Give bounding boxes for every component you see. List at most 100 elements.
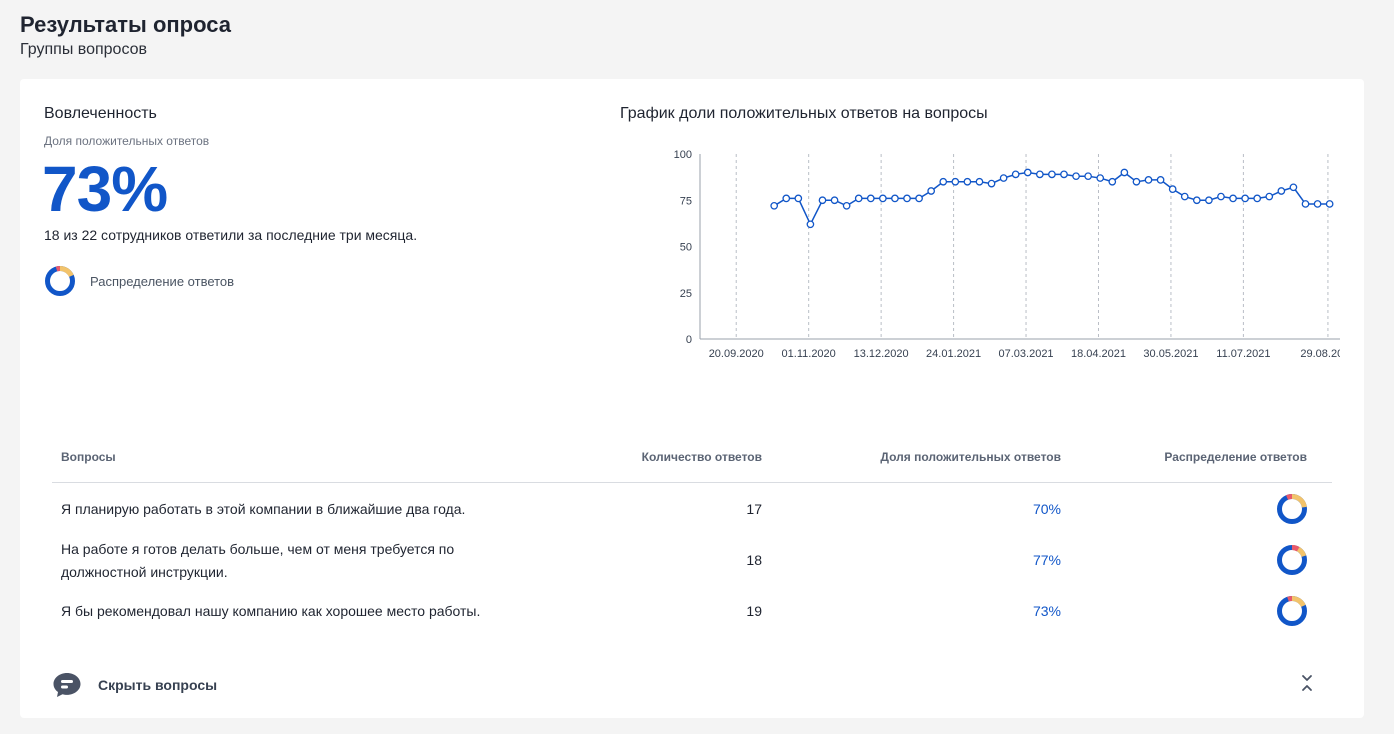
data-point bbox=[1301, 200, 1310, 208]
data-point bbox=[1229, 194, 1237, 203]
data-point bbox=[1072, 172, 1080, 181]
donut-chart-icon bbox=[45, 266, 75, 296]
answer-count: 19 bbox=[746, 603, 762, 619]
distribution-label: Распределение ответов bbox=[90, 273, 235, 289]
hide-questions-label: Скрыть вопросы bbox=[98, 677, 218, 693]
data-point bbox=[1023, 168, 1032, 177]
data-point bbox=[1313, 200, 1322, 208]
data-point bbox=[987, 179, 996, 188]
row-distribution-button[interactable] bbox=[1276, 595, 1308, 630]
engagement-note: 18 из 22 сотрудников ответили за последн… bbox=[44, 227, 418, 243]
chat-bubble-icon bbox=[53, 673, 81, 697]
data-point bbox=[975, 177, 984, 186]
data-point bbox=[830, 196, 839, 205]
data-point bbox=[915, 194, 923, 203]
data-point bbox=[1120, 168, 1129, 177]
data-point bbox=[963, 177, 972, 186]
data-point bbox=[1265, 192, 1274, 201]
data-point bbox=[1156, 176, 1165, 184]
header-positive: Доля положительных ответов bbox=[880, 450, 1061, 464]
data-point bbox=[939, 177, 948, 186]
answer-count: 18 bbox=[746, 552, 762, 568]
x-tick-label: 01.11.2020 bbox=[782, 348, 836, 360]
data-point bbox=[1277, 187, 1286, 195]
data-point bbox=[891, 194, 899, 203]
data-point bbox=[842, 201, 851, 210]
data-point bbox=[1060, 170, 1068, 179]
table-row: Я планирую работать в этой компании в бл… bbox=[52, 485, 1332, 536]
y-tick-label: 25 bbox=[680, 288, 692, 300]
table-row: На работе я готов делать больше, чем от … bbox=[52, 536, 1332, 587]
x-tick-label: 24.01.2021 bbox=[926, 348, 981, 360]
question-text: На работе я готов делать больше, чем от … bbox=[61, 541, 455, 580]
questions-table: Вопросы Количество ответов Доля положите… bbox=[52, 435, 1332, 638]
data-point bbox=[999, 174, 1008, 182]
data-point bbox=[1180, 192, 1189, 201]
positive-share-line-chart: 0 25 50 75 100 20.09.2020 01.11.2020 13.12.2020… bbox=[674, 149, 1340, 360]
data-point bbox=[1084, 172, 1092, 181]
page-subtitle: Группы вопросов bbox=[20, 41, 148, 58]
x-tick-label: 20.09.2020 bbox=[709, 348, 764, 360]
data-point bbox=[806, 220, 815, 229]
data-point bbox=[854, 194, 863, 203]
positive-share: 70% bbox=[1032, 501, 1061, 517]
x-tick-label: 11.07.2021 bbox=[1216, 348, 1270, 360]
chevrons-collapse-icon[interactable] bbox=[1300, 673, 1314, 700]
row-distribution-button[interactable] bbox=[1276, 544, 1308, 579]
engagement-value: 73% bbox=[42, 153, 168, 225]
data-point bbox=[1289, 183, 1298, 192]
data-point bbox=[1192, 196, 1201, 205]
x-tick-label: 07.03.2021 bbox=[999, 348, 1054, 360]
y-tick-label: 75 bbox=[680, 195, 692, 207]
data-point bbox=[879, 194, 887, 203]
positive-share: 77% bbox=[1032, 552, 1061, 568]
distribution-link[interactable]: Распределение ответов bbox=[44, 265, 234, 297]
data-point bbox=[866, 194, 875, 203]
data-point bbox=[1253, 194, 1262, 203]
y-tick-label: 100 bbox=[674, 149, 692, 161]
chart-title: График доли положительных ответов на воп… bbox=[620, 105, 988, 122]
donut-chart-icon bbox=[1277, 544, 1307, 575]
donut-chart-icon bbox=[1277, 493, 1307, 524]
table-header: Вопросы Количество ответов Доля положите… bbox=[52, 435, 1332, 483]
results-card: Вовлеченность Доля положительных ответов… bbox=[20, 79, 1364, 718]
table-row: Я бы рекомендовал нашу компанию как хоро… bbox=[52, 587, 1332, 638]
question-text: Я планирую работать в этой компании в бл… bbox=[61, 501, 466, 517]
data-point bbox=[1205, 196, 1213, 205]
x-tick-label: 13.12.2020 bbox=[854, 348, 909, 360]
data-point bbox=[1108, 177, 1117, 186]
data-point bbox=[782, 194, 791, 203]
data-point bbox=[951, 177, 960, 186]
table-footer: Скрыть вопросы bbox=[52, 667, 1332, 703]
data-point bbox=[1144, 176, 1153, 184]
header-count: Количество ответов bbox=[641, 450, 762, 464]
data-point bbox=[903, 194, 911, 203]
data-point bbox=[1217, 192, 1225, 201]
x-tick-label: 18.04.2021 bbox=[1071, 348, 1126, 360]
hide-questions-button[interactable]: Скрыть вопросы bbox=[52, 671, 217, 699]
header-distribution: Распределение ответов bbox=[1164, 450, 1307, 464]
data-point bbox=[1325, 200, 1334, 208]
header-questions: Вопросы bbox=[61, 450, 116, 464]
donut-chart-icon bbox=[1277, 596, 1307, 626]
data-point bbox=[1096, 174, 1105, 182]
answer-count: 17 bbox=[746, 501, 762, 517]
x-tick-label: 30.05.2021 bbox=[1143, 348, 1198, 360]
y-tick-label: 50 bbox=[680, 242, 692, 254]
data-point bbox=[1035, 170, 1044, 179]
question-text: Я бы рекомендовал нашу компанию как хоро… bbox=[61, 603, 481, 619]
engagement-caption: Доля положительных ответов bbox=[44, 134, 210, 148]
data-point bbox=[770, 201, 779, 210]
x-tick-label: 29.08.2021 bbox=[1300, 348, 1340, 360]
data-point bbox=[1048, 170, 1056, 179]
y-tick-label: 0 bbox=[686, 334, 692, 346]
data-point bbox=[1132, 177, 1141, 186]
row-distribution-button[interactable] bbox=[1276, 493, 1308, 528]
data-point bbox=[1168, 185, 1177, 194]
page-title: Результаты опроса bbox=[20, 12, 231, 37]
data-point bbox=[818, 196, 827, 205]
engagement-title: Вовлеченность bbox=[44, 105, 157, 122]
positive-share: 73% bbox=[1032, 603, 1061, 619]
data-point bbox=[794, 194, 803, 203]
data-point bbox=[1011, 170, 1020, 179]
